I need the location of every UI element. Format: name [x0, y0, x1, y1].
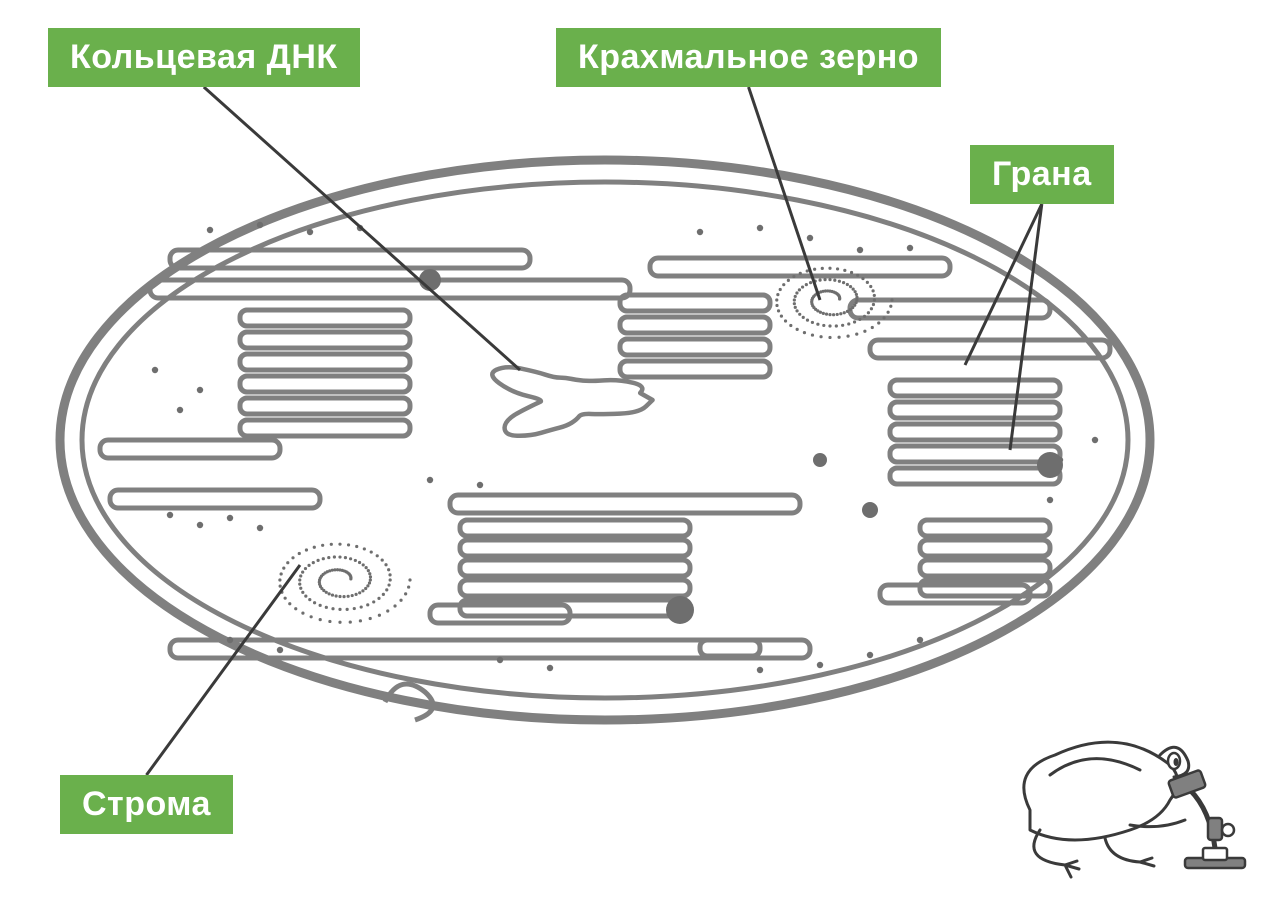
chloroplast-diagram — [0, 0, 1262, 906]
label-stroma: Строма — [60, 775, 233, 834]
label-starch: Крахмальное зерно — [556, 28, 941, 87]
label-grana: Грана — [970, 145, 1114, 204]
label-dna: Кольцевая ДНК — [48, 28, 360, 87]
